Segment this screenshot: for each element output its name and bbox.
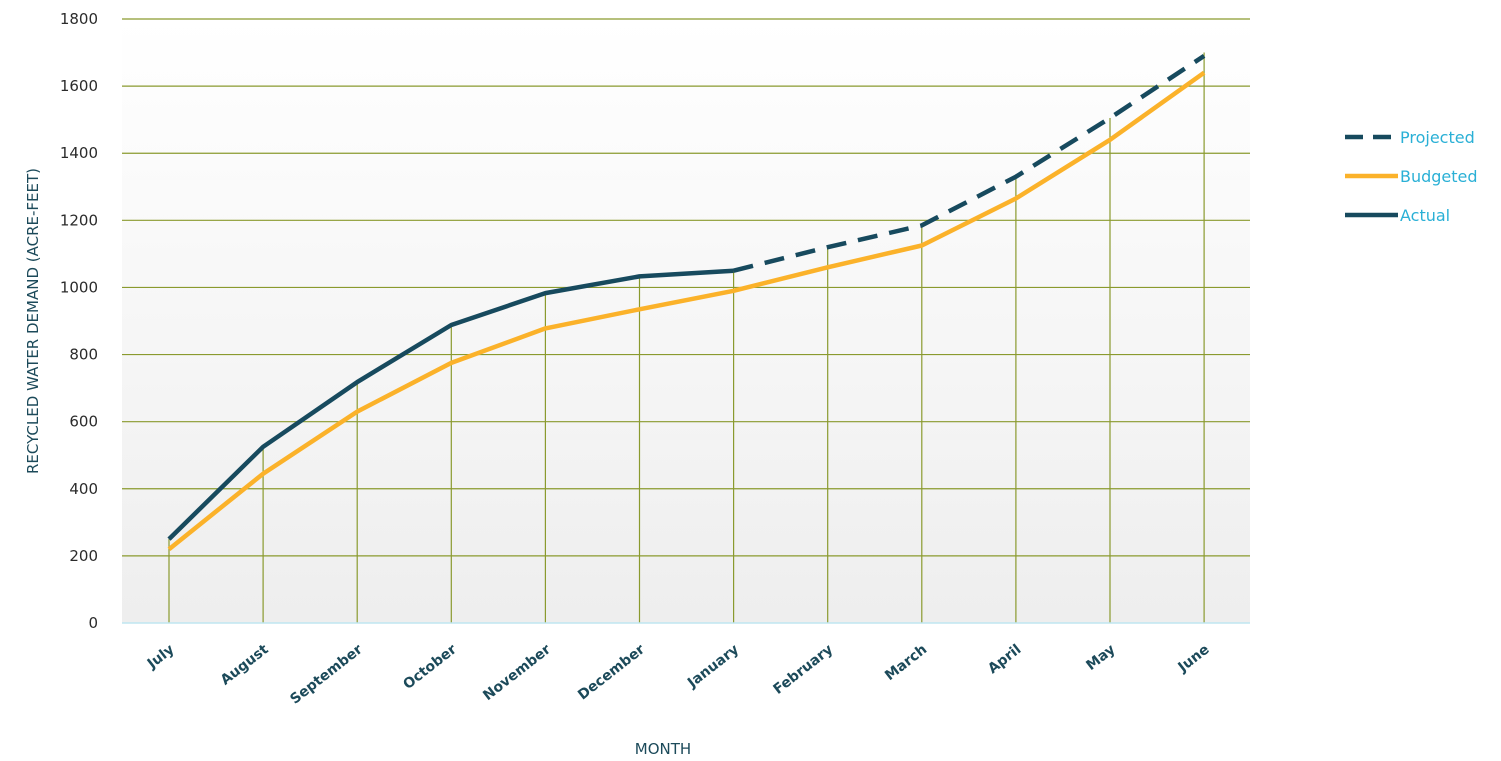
x-tick-label: July <box>144 642 178 673</box>
x-tick-labels: July August September October November Decemb… <box>144 641 1213 707</box>
x-tick-label: June <box>1175 642 1213 677</box>
series-line-projected <box>733 54 1206 273</box>
y-tick-label: 600 <box>69 413 98 431</box>
x-tick-label: November <box>480 641 554 704</box>
x-tick-label: March <box>882 642 930 685</box>
x-tick-label: October <box>400 641 460 692</box>
plot-area <box>122 19 1250 623</box>
y-tick-label: 200 <box>69 547 98 565</box>
legend-item-actual: Actual <box>1345 206 1450 225</box>
y-tick-label: 1600 <box>60 77 98 95</box>
legend-label-projected: Projected <box>1400 128 1475 147</box>
y-tick-label: 1000 <box>60 278 98 296</box>
x-tick-label: January <box>684 642 742 692</box>
x-tick-label: February <box>770 642 836 698</box>
x-tick-label: May <box>1083 642 1118 674</box>
series-lines <box>167 54 1206 551</box>
series-line-budgeted <box>167 70 1206 551</box>
legend-label-actual: Actual <box>1400 206 1450 225</box>
x-tick-label: December <box>575 641 648 703</box>
legend: Projected Budgeted Actual <box>1345 128 1478 225</box>
y-axis-title: RECYCLED WATER DEMAND (ACRE-FEET) <box>24 168 42 474</box>
legend-item-budgeted: Budgeted <box>1345 167 1478 186</box>
legend-label-budgeted: Budgeted <box>1400 167 1478 186</box>
legend-item-projected: Projected <box>1345 128 1475 147</box>
x-tick-label: August <box>218 641 272 688</box>
y-tick-label: 1200 <box>60 211 98 229</box>
gridlines <box>122 18 1250 557</box>
x-tick-label: September <box>287 641 365 707</box>
y-tick-labels: 0 200 400 600 800 1000 1200 1400 1600 1800 <box>60 10 98 632</box>
y-tick-label: 0 <box>88 614 98 632</box>
y-tick-label: 400 <box>69 480 98 498</box>
y-tick-label: 1400 <box>60 144 98 162</box>
y-tick-label: 1800 <box>60 10 98 28</box>
x-tick-label: April <box>985 642 1024 678</box>
y-tick-label: 800 <box>69 346 98 364</box>
x-axis-title: MONTH <box>635 740 691 758</box>
